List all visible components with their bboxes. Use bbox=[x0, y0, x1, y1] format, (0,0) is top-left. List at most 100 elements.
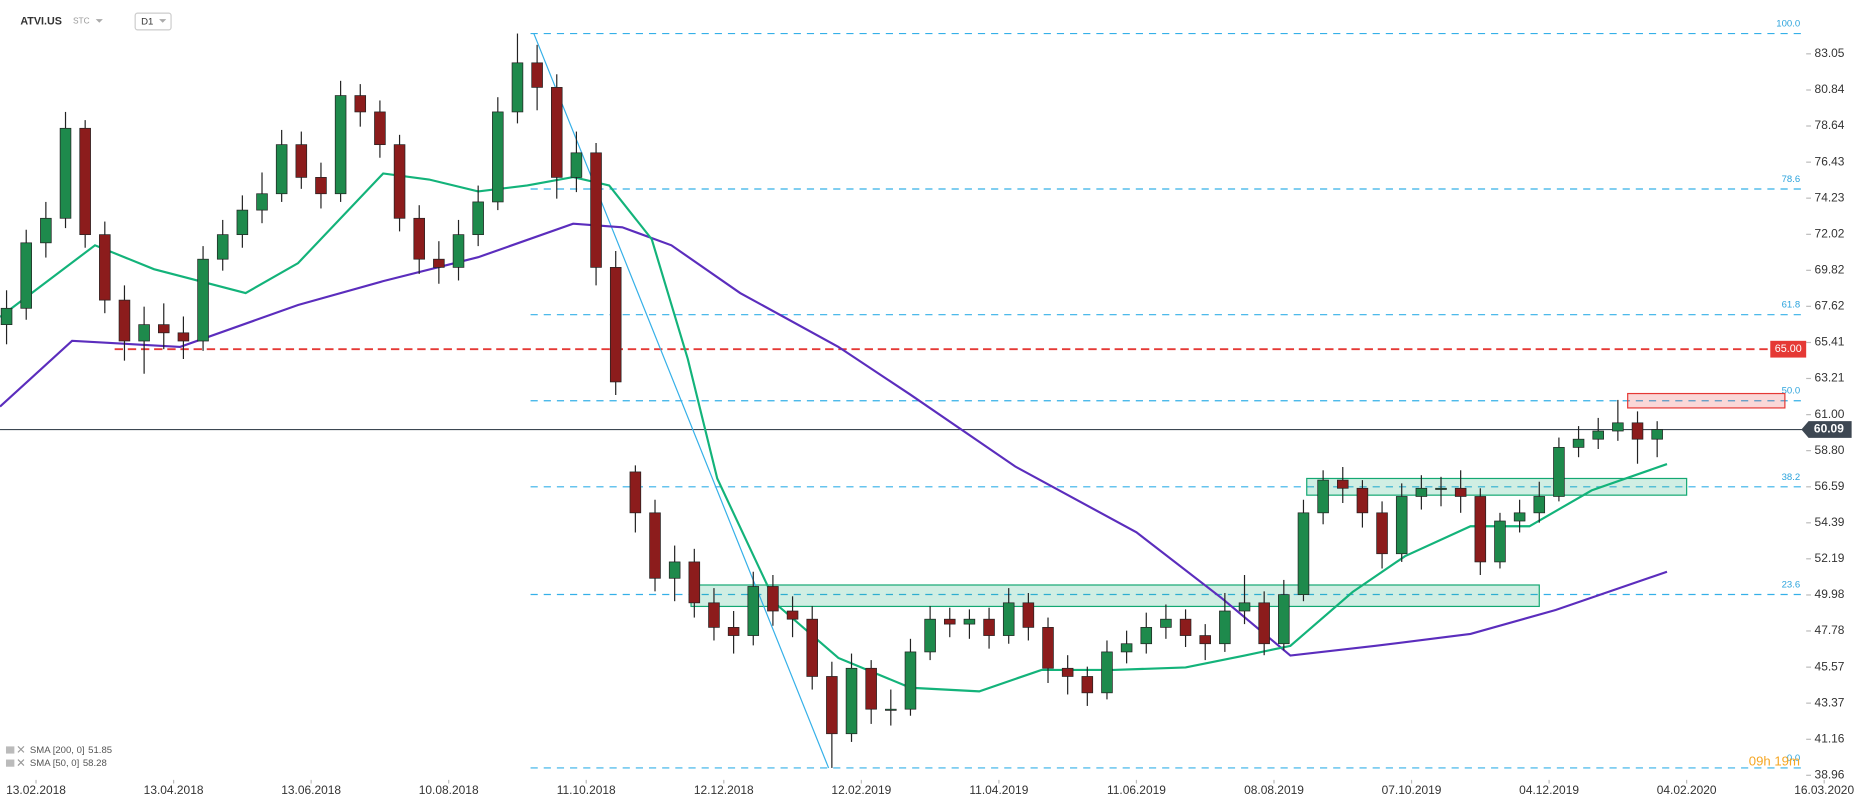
legend-entry: SMA [200, 0] 51.85 bbox=[30, 745, 112, 756]
candle-body bbox=[609, 267, 622, 383]
candle-body bbox=[649, 512, 661, 579]
candle-body bbox=[865, 667, 877, 710]
candle-body bbox=[1258, 602, 1270, 645]
candle-body bbox=[433, 258, 445, 268]
dropdown-icon[interactable] bbox=[159, 19, 167, 23]
y-tick-label: 56.59 bbox=[1815, 479, 1845, 493]
x-tick-label: 04.12.2019 bbox=[1519, 783, 1579, 797]
candle-body bbox=[1553, 447, 1565, 497]
dropdown-icon[interactable] bbox=[95, 19, 103, 23]
y-tick-label: 49.98 bbox=[1815, 587, 1845, 601]
legend-remove[interactable] bbox=[17, 745, 25, 753]
candle-body bbox=[1356, 487, 1369, 514]
legend-remove[interactable] bbox=[17, 759, 25, 766]
candle-body bbox=[1219, 610, 1231, 645]
candle-body bbox=[40, 217, 52, 244]
y-tick-label: 80.84 bbox=[1815, 82, 1845, 96]
candle-body bbox=[1179, 618, 1192, 636]
legend: SMA [200, 0] 51.85 SMA [50, 0] 58.28 bbox=[5, 745, 112, 769]
y-tick-label: 72.02 bbox=[1815, 226, 1845, 240]
last-price-tag bbox=[1801, 421, 1852, 438]
alert-price-tag bbox=[1770, 340, 1807, 358]
x-tick-label: 08.08.2019 bbox=[1244, 783, 1304, 797]
candle-body bbox=[216, 234, 229, 260]
y-tick-label: 83.05 bbox=[1815, 46, 1845, 60]
candle-body bbox=[1140, 627, 1153, 645]
candle-body bbox=[1238, 602, 1251, 612]
candle-body bbox=[1061, 667, 1074, 677]
candle-body bbox=[511, 62, 524, 113]
y-tick-label: 61.00 bbox=[1815, 407, 1845, 421]
candle-body bbox=[826, 676, 838, 735]
interval[interactable]: D1 bbox=[141, 17, 153, 28]
candle-body bbox=[1002, 602, 1015, 636]
candle-body bbox=[275, 144, 288, 195]
candle-body bbox=[904, 651, 917, 710]
fib-level-label: 23.6 bbox=[1782, 579, 1801, 590]
candle-body bbox=[393, 144, 406, 219]
candle-body bbox=[1612, 422, 1624, 432]
candle-body bbox=[315, 177, 327, 195]
candle-body bbox=[138, 324, 150, 342]
candle-body bbox=[354, 95, 367, 113]
candle-body bbox=[1101, 651, 1113, 694]
interval-box[interactable] bbox=[134, 12, 172, 31]
candle-body bbox=[472, 201, 484, 236]
candle-body bbox=[1376, 512, 1388, 555]
candle-body bbox=[492, 111, 504, 203]
candle-body bbox=[629, 471, 642, 514]
y-tick-label: 67.62 bbox=[1815, 298, 1845, 312]
y-tick-label: 74.23 bbox=[1815, 190, 1845, 204]
x-tick-label: 04.02.2020 bbox=[1657, 783, 1717, 797]
fib-level-label: 50.0 bbox=[1782, 386, 1801, 397]
candle-body bbox=[1533, 496, 1546, 514]
candle-body bbox=[256, 193, 268, 211]
candle-body bbox=[1081, 676, 1094, 694]
candle-body bbox=[1454, 487, 1467, 497]
candle-body bbox=[924, 618, 936, 653]
candle-body bbox=[452, 234, 465, 268]
fib-level-label: 38.2 bbox=[1782, 472, 1801, 483]
candle-body bbox=[1199, 635, 1211, 645]
axis-layer: 83.05 80.84 78.64 76.43 74.23 72.02 69.82 67.62… bbox=[6, 46, 1854, 797]
alert-price-label: 65.00 bbox=[1775, 343, 1802, 355]
y-tick-label: 76.43 bbox=[1815, 154, 1845, 168]
candle-body bbox=[570, 152, 583, 178]
x-tick-label: 16.03.2020 bbox=[1794, 783, 1854, 797]
candle-body bbox=[551, 87, 563, 178]
candle-layer bbox=[0, 33, 1663, 768]
candle-body bbox=[374, 111, 386, 146]
candle-body bbox=[0, 307, 13, 326]
candle-body bbox=[1513, 512, 1526, 522]
legend-icon[interactable] bbox=[5, 746, 15, 754]
sma-line bbox=[0, 222, 1668, 657]
candle-body bbox=[334, 95, 347, 195]
fib-level-label: 78.6 bbox=[1782, 174, 1801, 185]
x-tick-label: 12.02.2019 bbox=[831, 783, 891, 797]
y-tick-label: 43.37 bbox=[1815, 695, 1845, 709]
candle-body bbox=[806, 618, 818, 677]
y-tick-label: 52.19 bbox=[1815, 551, 1845, 565]
candle-body bbox=[944, 618, 956, 625]
candle-body bbox=[118, 299, 131, 342]
y-tick-label: 58.80 bbox=[1815, 443, 1845, 457]
fib-level-label: 100.0 bbox=[1776, 19, 1800, 30]
candle-body bbox=[1474, 496, 1487, 563]
fib-layer: 100.0 78.6 61.8 50.0 38.2 23.6 0.0 bbox=[0, 19, 1807, 769]
fib-level-label: 0.0 bbox=[1787, 753, 1800, 764]
candle-body bbox=[1337, 479, 1349, 489]
candle-body bbox=[531, 62, 543, 88]
candle-body bbox=[197, 258, 209, 342]
candle-body bbox=[885, 708, 897, 711]
zone bbox=[690, 584, 1540, 608]
market[interactable]: STC bbox=[73, 16, 90, 26]
y-tick-label: 69.82 bbox=[1815, 262, 1845, 276]
candle-body bbox=[158, 324, 170, 334]
legend-icon[interactable] bbox=[5, 759, 15, 767]
symbol[interactable]: ATVI.US bbox=[20, 15, 62, 27]
candle-body bbox=[1317, 479, 1329, 514]
legend-entry: SMA [50, 0] 58.28 bbox=[30, 758, 107, 769]
